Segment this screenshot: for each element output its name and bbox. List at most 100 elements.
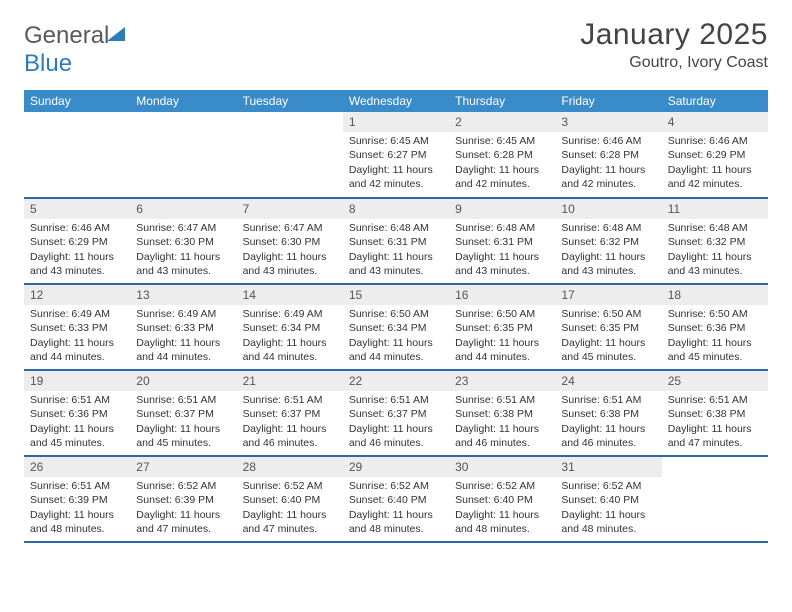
day-number: 27 <box>130 457 236 477</box>
day-cell: 11Sunrise: 6:48 AMSunset: 6:32 PMDayligh… <box>662 198 768 284</box>
day-data: Sunrise: 6:45 AMSunset: 6:27 PMDaylight:… <box>343 132 449 195</box>
day-cell: 28Sunrise: 6:52 AMSunset: 6:40 PMDayligh… <box>237 456 343 542</box>
daylight-line: Daylight: 11 hours and 44 minutes. <box>455 336 549 364</box>
day-number: 5 <box>24 199 130 219</box>
day-number: 10 <box>555 199 661 219</box>
weekday-header: Sunday <box>24 90 130 112</box>
day-data: Sunrise: 6:45 AMSunset: 6:28 PMDaylight:… <box>449 132 555 195</box>
day-data: Sunrise: 6:50 AMSunset: 6:36 PMDaylight:… <box>662 305 768 368</box>
sunset-line: Sunset: 6:38 PM <box>561 407 655 421</box>
daylight-line: Daylight: 11 hours and 44 minutes. <box>136 336 230 364</box>
sunrise-line: Sunrise: 6:52 AM <box>243 479 337 493</box>
daylight-line: Daylight: 11 hours and 45 minutes. <box>561 336 655 364</box>
weekday-header: Thursday <box>449 90 555 112</box>
day-data: Sunrise: 6:46 AMSunset: 6:29 PMDaylight:… <box>662 132 768 195</box>
day-number: 8 <box>343 199 449 219</box>
week-row: 5Sunrise: 6:46 AMSunset: 6:29 PMDaylight… <box>24 198 768 284</box>
sunrise-line: Sunrise: 6:48 AM <box>349 221 443 235</box>
sunrise-line: Sunrise: 6:51 AM <box>561 393 655 407</box>
daylight-line: Daylight: 11 hours and 47 minutes. <box>136 508 230 536</box>
day-data: Sunrise: 6:52 AMSunset: 6:40 PMDaylight:… <box>343 477 449 540</box>
day-number: 22 <box>343 371 449 391</box>
sunrise-line: Sunrise: 6:51 AM <box>243 393 337 407</box>
day-data: Sunrise: 6:47 AMSunset: 6:30 PMDaylight:… <box>130 219 236 282</box>
sunset-line: Sunset: 6:27 PM <box>349 148 443 162</box>
sunset-line: Sunset: 6:38 PM <box>668 407 762 421</box>
day-number: 6 <box>130 199 236 219</box>
title-month: January 2025 <box>580 18 768 52</box>
daylight-line: Daylight: 11 hours and 42 minutes. <box>668 163 762 191</box>
week-row: 19Sunrise: 6:51 AMSunset: 6:36 PMDayligh… <box>24 370 768 456</box>
day-number: 11 <box>662 199 768 219</box>
sunrise-line: Sunrise: 6:46 AM <box>668 134 762 148</box>
logo-text-gray: General <box>24 22 109 49</box>
day-number: 23 <box>449 371 555 391</box>
sunset-line: Sunset: 6:35 PM <box>561 321 655 335</box>
day-data: Sunrise: 6:46 AMSunset: 6:29 PMDaylight:… <box>24 219 130 282</box>
sunset-line: Sunset: 6:33 PM <box>136 321 230 335</box>
sunrise-line: Sunrise: 6:51 AM <box>136 393 230 407</box>
day-number: 16 <box>449 285 555 305</box>
daylight-line: Daylight: 11 hours and 48 minutes. <box>455 508 549 536</box>
day-data: Sunrise: 6:52 AMSunset: 6:40 PMDaylight:… <box>555 477 661 540</box>
day-cell: 27Sunrise: 6:52 AMSunset: 6:39 PMDayligh… <box>130 456 236 542</box>
day-data: Sunrise: 6:52 AMSunset: 6:39 PMDaylight:… <box>130 477 236 540</box>
day-number: 28 <box>237 457 343 477</box>
sunset-line: Sunset: 6:36 PM <box>30 407 124 421</box>
day-data: Sunrise: 6:51 AMSunset: 6:38 PMDaylight:… <box>555 391 661 454</box>
title-location: Goutro, Ivory Coast <box>580 54 768 72</box>
day-number: 3 <box>555 112 661 132</box>
weekday-header: Wednesday <box>343 90 449 112</box>
day-data: Sunrise: 6:52 AMSunset: 6:40 PMDaylight:… <box>237 477 343 540</box>
day-data: Sunrise: 6:51 AMSunset: 6:36 PMDaylight:… <box>24 391 130 454</box>
day-number: 15 <box>343 285 449 305</box>
day-data: Sunrise: 6:46 AMSunset: 6:28 PMDaylight:… <box>555 132 661 195</box>
daylight-line: Daylight: 11 hours and 45 minutes. <box>30 422 124 450</box>
daylight-line: Daylight: 11 hours and 42 minutes. <box>349 163 443 191</box>
weekday-header-row: SundayMondayTuesdayWednesdayThursdayFrid… <box>24 90 768 112</box>
day-number: 17 <box>555 285 661 305</box>
day-cell: 31Sunrise: 6:52 AMSunset: 6:40 PMDayligh… <box>555 456 661 542</box>
logo-triangle-icon <box>107 27 125 41</box>
day-cell: 7Sunrise: 6:47 AMSunset: 6:30 PMDaylight… <box>237 198 343 284</box>
daylight-line: Daylight: 11 hours and 46 minutes. <box>455 422 549 450</box>
week-row: 12Sunrise: 6:49 AMSunset: 6:33 PMDayligh… <box>24 284 768 370</box>
day-cell: 20Sunrise: 6:51 AMSunset: 6:37 PMDayligh… <box>130 370 236 456</box>
day-cell: 16Sunrise: 6:50 AMSunset: 6:35 PMDayligh… <box>449 284 555 370</box>
sunrise-line: Sunrise: 6:47 AM <box>136 221 230 235</box>
daylight-line: Daylight: 11 hours and 42 minutes. <box>561 163 655 191</box>
daylight-line: Daylight: 11 hours and 44 minutes. <box>243 336 337 364</box>
daylight-line: Daylight: 11 hours and 45 minutes. <box>136 422 230 450</box>
day-number: 18 <box>662 285 768 305</box>
sunrise-line: Sunrise: 6:46 AM <box>30 221 124 235</box>
day-cell: 29Sunrise: 6:52 AMSunset: 6:40 PMDayligh… <box>343 456 449 542</box>
sunset-line: Sunset: 6:29 PM <box>30 235 124 249</box>
daylight-line: Daylight: 11 hours and 45 minutes. <box>668 336 762 364</box>
daylight-line: Daylight: 11 hours and 43 minutes. <box>136 250 230 278</box>
day-data: Sunrise: 6:52 AMSunset: 6:40 PMDaylight:… <box>449 477 555 540</box>
sunset-line: Sunset: 6:28 PM <box>455 148 549 162</box>
day-data: Sunrise: 6:50 AMSunset: 6:35 PMDaylight:… <box>449 305 555 368</box>
day-cell: 6Sunrise: 6:47 AMSunset: 6:30 PMDaylight… <box>130 198 236 284</box>
sunrise-line: Sunrise: 6:47 AM <box>243 221 337 235</box>
sunset-line: Sunset: 6:30 PM <box>136 235 230 249</box>
sunset-line: Sunset: 6:39 PM <box>30 493 124 507</box>
logo: General Blue <box>24 18 125 78</box>
week-row: 26Sunrise: 6:51 AMSunset: 6:39 PMDayligh… <box>24 456 768 542</box>
empty-cell <box>130 112 236 198</box>
day-data: Sunrise: 6:50 AMSunset: 6:34 PMDaylight:… <box>343 305 449 368</box>
sunrise-line: Sunrise: 6:51 AM <box>668 393 762 407</box>
day-number: 2 <box>449 112 555 132</box>
day-data: Sunrise: 6:47 AMSunset: 6:30 PMDaylight:… <box>237 219 343 282</box>
day-number: 30 <box>449 457 555 477</box>
sunrise-line: Sunrise: 6:51 AM <box>455 393 549 407</box>
day-cell: 30Sunrise: 6:52 AMSunset: 6:40 PMDayligh… <box>449 456 555 542</box>
day-cell: 4Sunrise: 6:46 AMSunset: 6:29 PMDaylight… <box>662 112 768 198</box>
weekday-header: Friday <box>555 90 661 112</box>
sunrise-line: Sunrise: 6:52 AM <box>455 479 549 493</box>
logo-text-blue: Blue <box>24 50 72 77</box>
day-number: 7 <box>237 199 343 219</box>
daylight-line: Daylight: 11 hours and 44 minutes. <box>349 336 443 364</box>
sunrise-line: Sunrise: 6:48 AM <box>561 221 655 235</box>
day-cell: 23Sunrise: 6:51 AMSunset: 6:38 PMDayligh… <box>449 370 555 456</box>
